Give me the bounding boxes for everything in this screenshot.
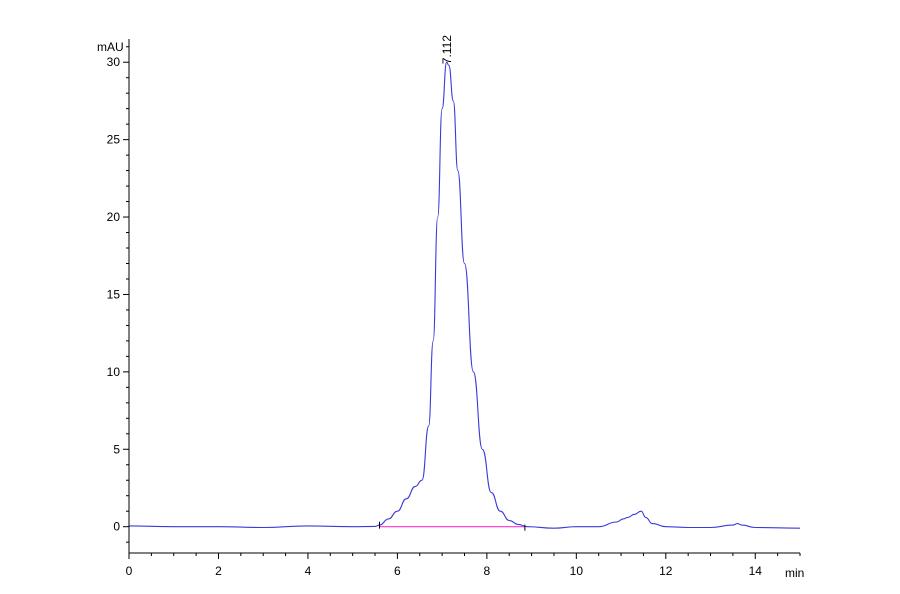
- y-tick-label: 15: [107, 287, 121, 301]
- y-tick-label: 20: [107, 210, 121, 224]
- y-tick-label: 30: [107, 55, 121, 69]
- y-tick-label: 25: [107, 133, 121, 147]
- peak-labels: 7.112: [440, 35, 454, 64]
- x-tick-label: 6: [394, 564, 401, 578]
- x-tick-label: 14: [749, 564, 763, 578]
- plot-area: [128, 61, 801, 531]
- x-tick-label: 2: [215, 564, 222, 578]
- y-axis-label: mAU: [97, 40, 124, 54]
- x-axis-label: min: [785, 566, 804, 580]
- y-tick-label: 5: [113, 442, 120, 456]
- x-tick-label: 10: [570, 564, 584, 578]
- series-line-0: [128, 61, 801, 529]
- peak-label: 7.112: [440, 35, 454, 64]
- x-tick-label: 0: [126, 564, 133, 578]
- axes: min mAU: [97, 39, 804, 580]
- ticks: 0 2 4 6 8 10 12 14 0 5 10 15 20 25 30: [107, 46, 801, 578]
- x-tick-label: 4: [305, 564, 312, 578]
- x-tick-label: 8: [484, 564, 491, 578]
- y-tick-label: 0: [113, 520, 120, 534]
- x-tick-label: 12: [659, 564, 673, 578]
- y-tick-label: 10: [107, 365, 121, 379]
